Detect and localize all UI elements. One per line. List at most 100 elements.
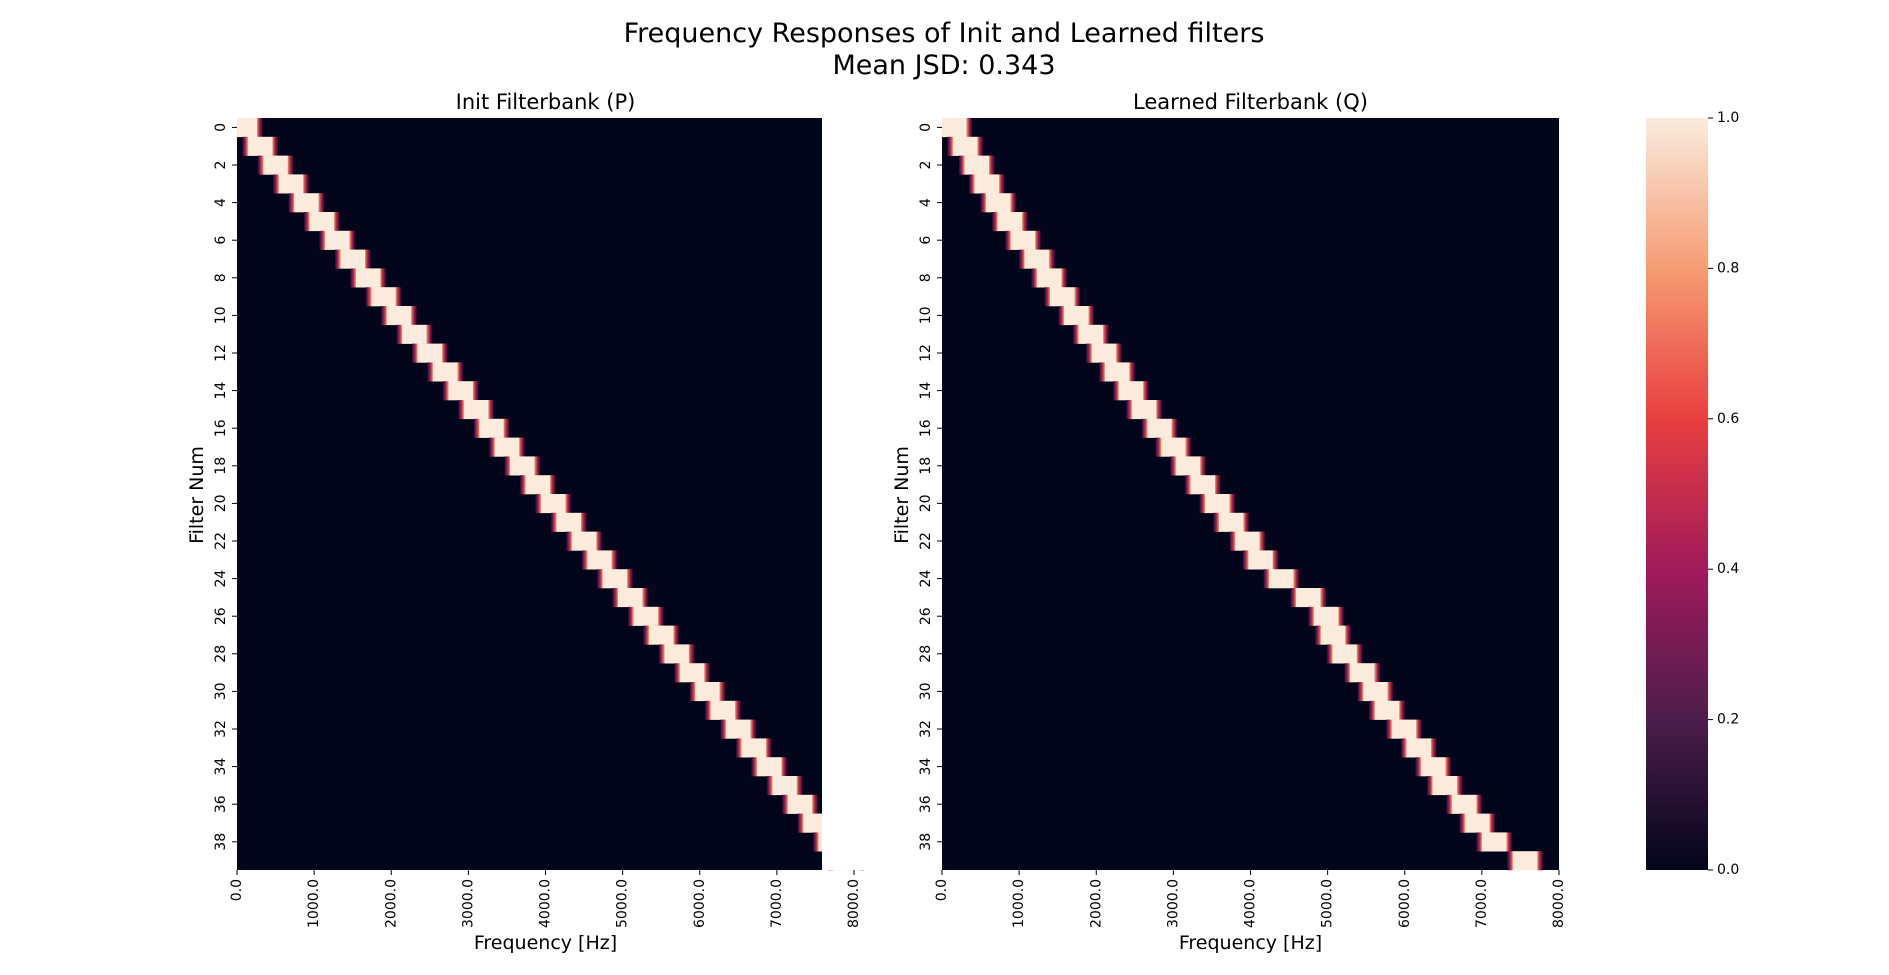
filter-row <box>751 757 787 777</box>
filter-row <box>1459 813 1495 833</box>
y-tick-label: 10 <box>918 306 934 324</box>
y-tick-label: 20 <box>213 494 229 512</box>
filter-band <box>1248 550 1273 570</box>
filter-band <box>1190 475 1216 495</box>
filter-band <box>952 136 978 156</box>
filter-row <box>1229 531 1266 551</box>
filter-band <box>1063 306 1089 326</box>
filter-row <box>735 738 772 758</box>
y-tick-label: 32 <box>213 720 229 738</box>
filter-band <box>417 343 443 363</box>
x-ticks-init: 0.0 1000.0 2000.0 3000.0 4000.0 5000.0 6000.0 7… <box>229 870 862 928</box>
filter-band <box>679 663 705 683</box>
filter-row <box>1476 832 1512 852</box>
filter-band <box>1091 343 1117 363</box>
filter-band <box>371 287 396 307</box>
filter-row <box>396 324 433 344</box>
y-tick-label: 22 <box>918 532 934 550</box>
filter-band <box>710 700 736 720</box>
filter-row <box>1242 550 1279 570</box>
x-tick-label: 0.0 <box>934 879 950 901</box>
filter-band <box>1406 738 1431 758</box>
y-tick-label: 18 <box>918 457 934 475</box>
filter-band <box>803 813 828 833</box>
y-tick-label: 0 <box>918 123 934 132</box>
filter-row <box>980 193 1017 213</box>
filter-row <box>566 531 602 551</box>
filter-band <box>1320 625 1346 645</box>
filter-band <box>294 193 319 213</box>
filter-row <box>1141 418 1178 438</box>
filter-row <box>1031 268 1067 288</box>
filter-row <box>1427 776 1463 796</box>
filter-band <box>1131 400 1157 420</box>
y-tick-label: 28 <box>213 645 229 663</box>
y-tick-label: 36 <box>918 795 934 813</box>
y-tick-label: 38 <box>213 833 229 851</box>
filter-band <box>695 682 720 702</box>
filter-row <box>319 230 356 250</box>
x-axis-label: Frequency [Hz] <box>1179 932 1322 954</box>
filter-row <box>643 625 679 645</box>
filter-row <box>958 155 995 175</box>
y-tick-label: 14 <box>918 382 934 400</box>
filter-band <box>1147 418 1172 438</box>
filter-row <box>520 475 556 495</box>
filter-band <box>1296 588 1321 608</box>
filter-row <box>242 136 278 156</box>
y-tick-label: 4 <box>918 198 934 207</box>
filter-band <box>479 418 504 438</box>
filter-band <box>1024 249 1050 269</box>
filter-row <box>535 494 571 514</box>
filter-row <box>489 437 525 457</box>
filter-band <box>432 362 458 382</box>
filter-band <box>1420 757 1446 777</box>
colorbar-gradient <box>1646 118 1708 870</box>
y-tick-label: 30 <box>918 682 934 700</box>
filter-band <box>556 512 581 532</box>
y-axis-label: Filter Num <box>186 446 208 544</box>
x-tick-label: 2000.0 <box>1088 879 1104 928</box>
filter-band <box>1464 813 1490 833</box>
filter-band <box>263 155 288 175</box>
filter-row <box>674 663 710 683</box>
y-tick-label: 32 <box>918 720 934 738</box>
filter-row <box>581 550 618 570</box>
filter-band <box>1313 606 1339 626</box>
filter-band <box>1036 268 1062 288</box>
filter-row <box>1308 606 1344 626</box>
y-tick-label: 24 <box>918 570 934 588</box>
filter-band <box>617 588 643 608</box>
filter-row <box>689 682 726 702</box>
filter-row <box>1415 757 1452 777</box>
colorbar-tick-label: 1.0 <box>1717 110 1739 126</box>
filter-band <box>237 118 258 138</box>
panel-title: Init Filterbank (P) <box>456 90 636 114</box>
filter-row <box>427 362 463 382</box>
filter-band <box>278 174 304 194</box>
y-tick-label: 16 <box>918 419 934 437</box>
x-tick-label: 5000.0 <box>615 879 631 928</box>
x-tick-label: 5000.0 <box>1320 879 1336 928</box>
filter-row <box>350 268 386 288</box>
x-ticks-learned: 0.0 1000.0 2000.0 3000.0 4000.0 5000.0 6000.0 7… <box>934 870 1567 928</box>
filter-row <box>1446 794 1482 814</box>
filter-row <box>1386 719 1422 739</box>
filter-row <box>1184 475 1221 495</box>
filter-row <box>992 212 1028 232</box>
colorbar-tick-label: 0.6 <box>1717 411 1739 427</box>
figure-title: Frequency Responses of Init and Learned … <box>624 18 1265 49</box>
y-tick-label: 0 <box>213 123 229 132</box>
filter-band <box>787 794 813 814</box>
filter-row <box>1005 230 1041 250</box>
filter-band <box>309 212 335 232</box>
filter-row <box>1315 625 1351 645</box>
filter-row <box>473 418 510 438</box>
filter-row <box>458 400 494 420</box>
filter-row <box>947 136 983 156</box>
x-tick-label: 3000.0 <box>1165 879 1181 928</box>
filter-row <box>705 700 741 720</box>
filter-band <box>772 776 797 796</box>
